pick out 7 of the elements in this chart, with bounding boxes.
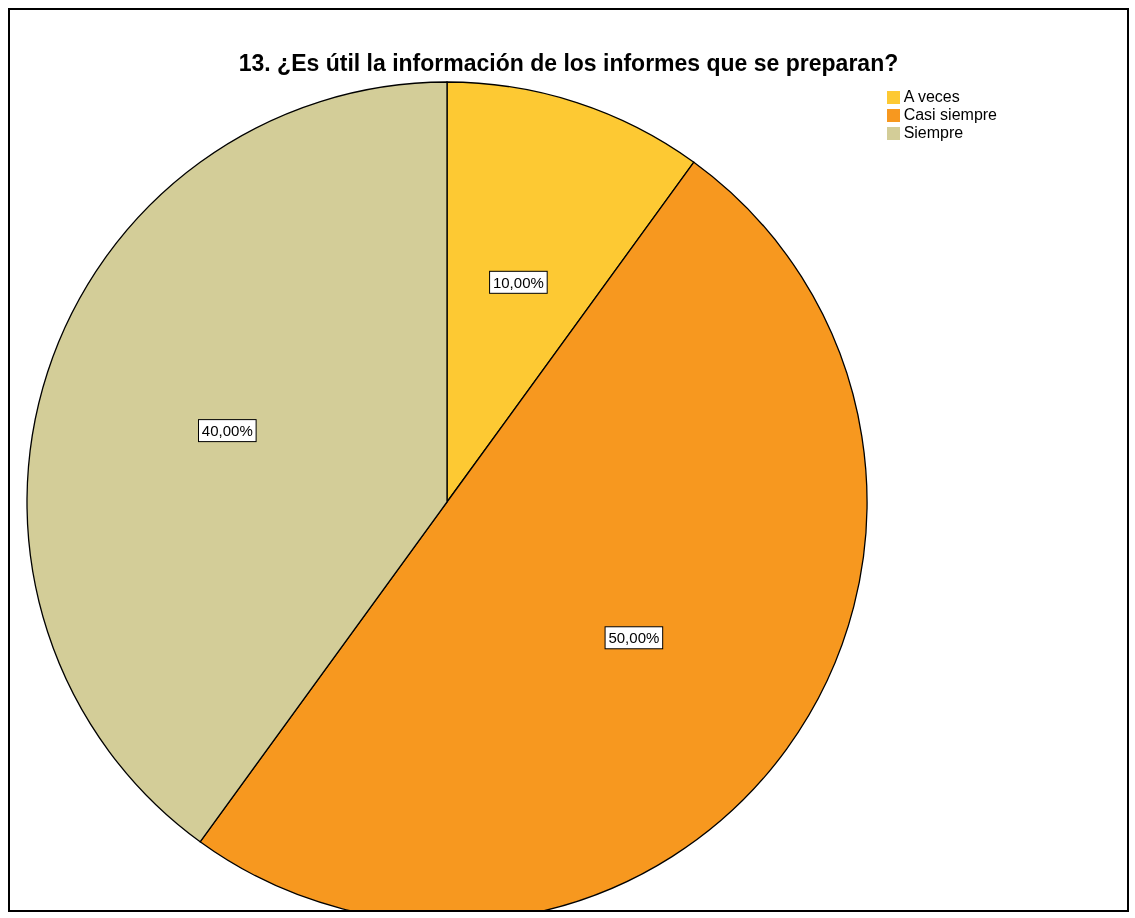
data-label: 40,00% <box>201 422 253 440</box>
legend-label: A veces <box>903 88 960 105</box>
legend-label: Siempre <box>903 124 964 141</box>
data-label: 50,00% <box>608 629 660 647</box>
data-label: 10,00% <box>492 273 544 291</box>
legend-label: Casi siempre <box>903 106 997 123</box>
chart-title: 13. ¿Es útil la información de los informes que se preparan? <box>237 50 900 77</box>
